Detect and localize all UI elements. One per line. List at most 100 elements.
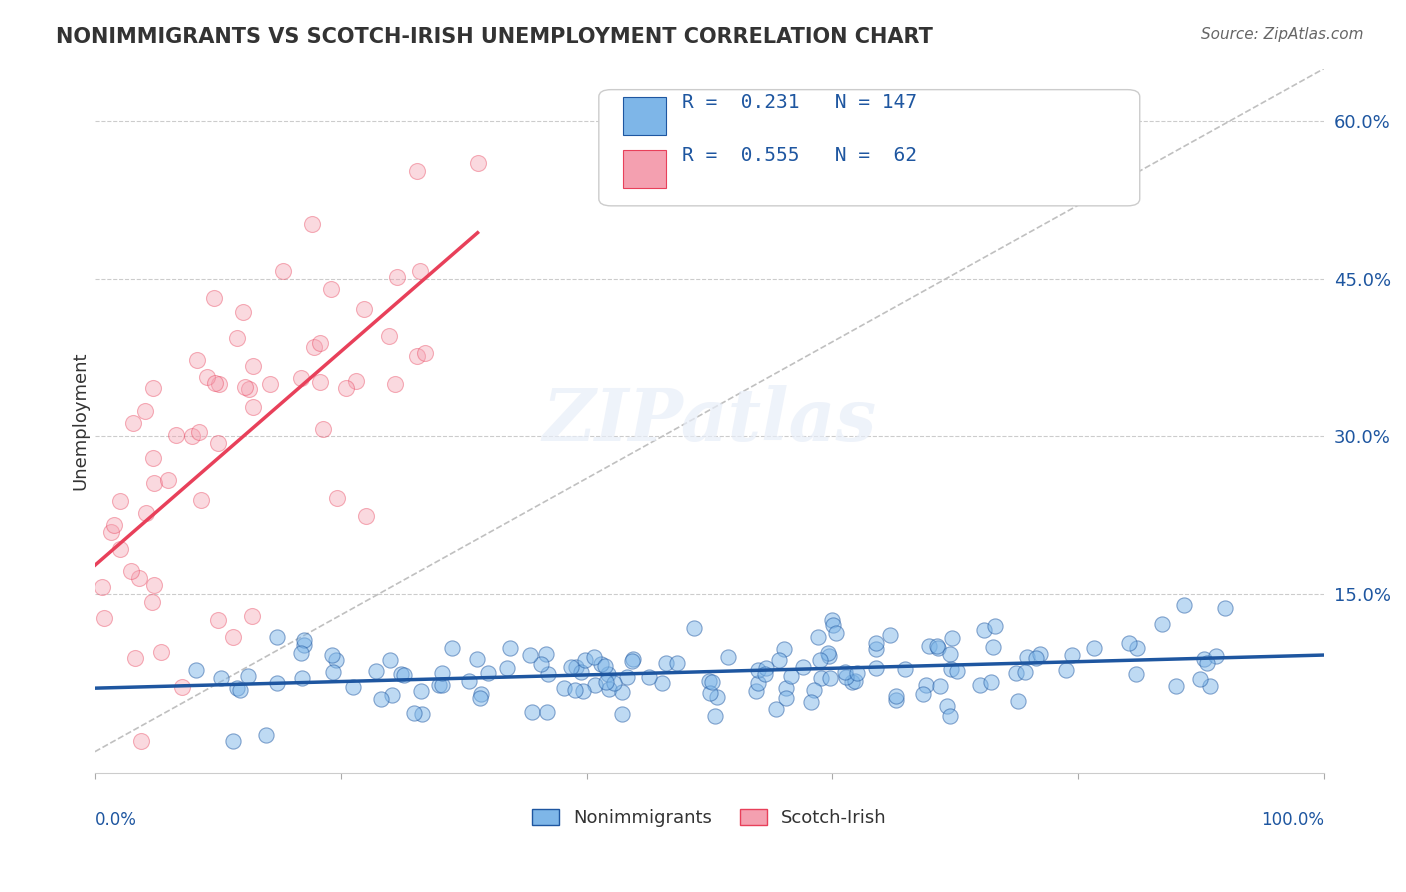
Point	[717, 650, 740, 665]
Point	[377, 329, 399, 343]
Point	[810, 671, 832, 685]
Point	[221, 631, 243, 645]
Point	[519, 648, 541, 662]
Point	[817, 646, 839, 660]
Point	[536, 648, 558, 662]
Point	[939, 648, 962, 662]
Point	[879, 628, 901, 642]
Point	[195, 369, 218, 384]
Point	[865, 636, 887, 650]
Point	[100, 524, 122, 539]
Point	[93, 610, 115, 624]
Point	[354, 509, 377, 524]
Point	[655, 656, 678, 670]
Point	[745, 684, 768, 698]
Point	[190, 492, 212, 507]
Point	[612, 707, 634, 722]
Point	[520, 705, 543, 719]
Point	[207, 436, 229, 450]
FancyBboxPatch shape	[623, 96, 666, 136]
Point	[266, 630, 288, 644]
Point	[226, 681, 249, 696]
Point	[621, 651, 644, 665]
Point	[792, 660, 814, 674]
Point	[254, 728, 277, 742]
Point	[432, 665, 454, 680]
Point	[572, 683, 595, 698]
Point	[389, 667, 412, 681]
Point	[271, 264, 294, 278]
Point	[292, 639, 315, 653]
Point	[156, 473, 179, 487]
Point	[595, 674, 617, 689]
Point	[467, 156, 489, 170]
Point	[467, 652, 489, 666]
Point	[564, 683, 586, 698]
Point	[973, 624, 995, 638]
Point	[560, 660, 582, 674]
Point	[565, 660, 588, 674]
Point	[583, 678, 606, 692]
Point	[1007, 694, 1029, 708]
Point	[1015, 650, 1038, 665]
Point	[596, 666, 619, 681]
Point	[385, 269, 408, 284]
Point	[1083, 640, 1105, 655]
Point	[775, 681, 797, 695]
Point	[834, 665, 856, 680]
Point	[683, 621, 706, 635]
Point	[821, 617, 844, 632]
Point	[409, 264, 432, 278]
Point	[180, 428, 202, 442]
Point	[603, 676, 626, 690]
Point	[775, 690, 797, 705]
Point	[108, 541, 131, 556]
Point	[835, 670, 858, 684]
Point	[184, 663, 207, 677]
Point	[207, 376, 229, 391]
Point	[366, 664, 388, 678]
Point	[747, 675, 769, 690]
Point	[308, 335, 330, 350]
FancyBboxPatch shape	[623, 150, 666, 188]
Point	[773, 642, 796, 657]
Point	[1205, 648, 1227, 663]
Point	[768, 653, 790, 667]
Point	[291, 671, 314, 685]
Point	[1194, 652, 1216, 666]
Point	[266, 676, 288, 690]
Point	[242, 400, 264, 414]
Point	[918, 639, 941, 653]
Point	[495, 660, 517, 674]
Point	[413, 346, 436, 360]
Text: NONIMMIGRANTS VS SCOTCH-IRISH UNEMPLOYMENT CORRELATION CHART: NONIMMIGRANTS VS SCOTCH-IRISH UNEMPLOYME…	[56, 27, 934, 46]
Point	[103, 518, 125, 533]
Point	[381, 689, 404, 703]
Point	[240, 609, 263, 624]
Point	[229, 682, 252, 697]
Point	[1198, 679, 1220, 693]
Point	[927, 641, 949, 656]
Point	[238, 669, 260, 683]
Point	[186, 353, 208, 368]
Point	[1125, 667, 1147, 681]
Point	[589, 657, 612, 671]
Point	[946, 664, 969, 678]
Point	[1004, 666, 1026, 681]
Point	[470, 687, 492, 701]
Point	[135, 506, 157, 520]
Point	[322, 665, 344, 679]
Text: Source: ZipAtlas.com: Source: ZipAtlas.com	[1201, 27, 1364, 42]
Point	[915, 678, 938, 692]
Point	[884, 689, 907, 703]
Point	[818, 672, 841, 686]
Point	[204, 376, 226, 390]
Point	[699, 674, 721, 689]
Point	[706, 690, 728, 705]
Point	[894, 662, 917, 676]
Point	[981, 640, 1004, 654]
Point	[1152, 617, 1174, 632]
Point	[440, 640, 463, 655]
Point	[912, 687, 935, 701]
Point	[808, 653, 831, 667]
